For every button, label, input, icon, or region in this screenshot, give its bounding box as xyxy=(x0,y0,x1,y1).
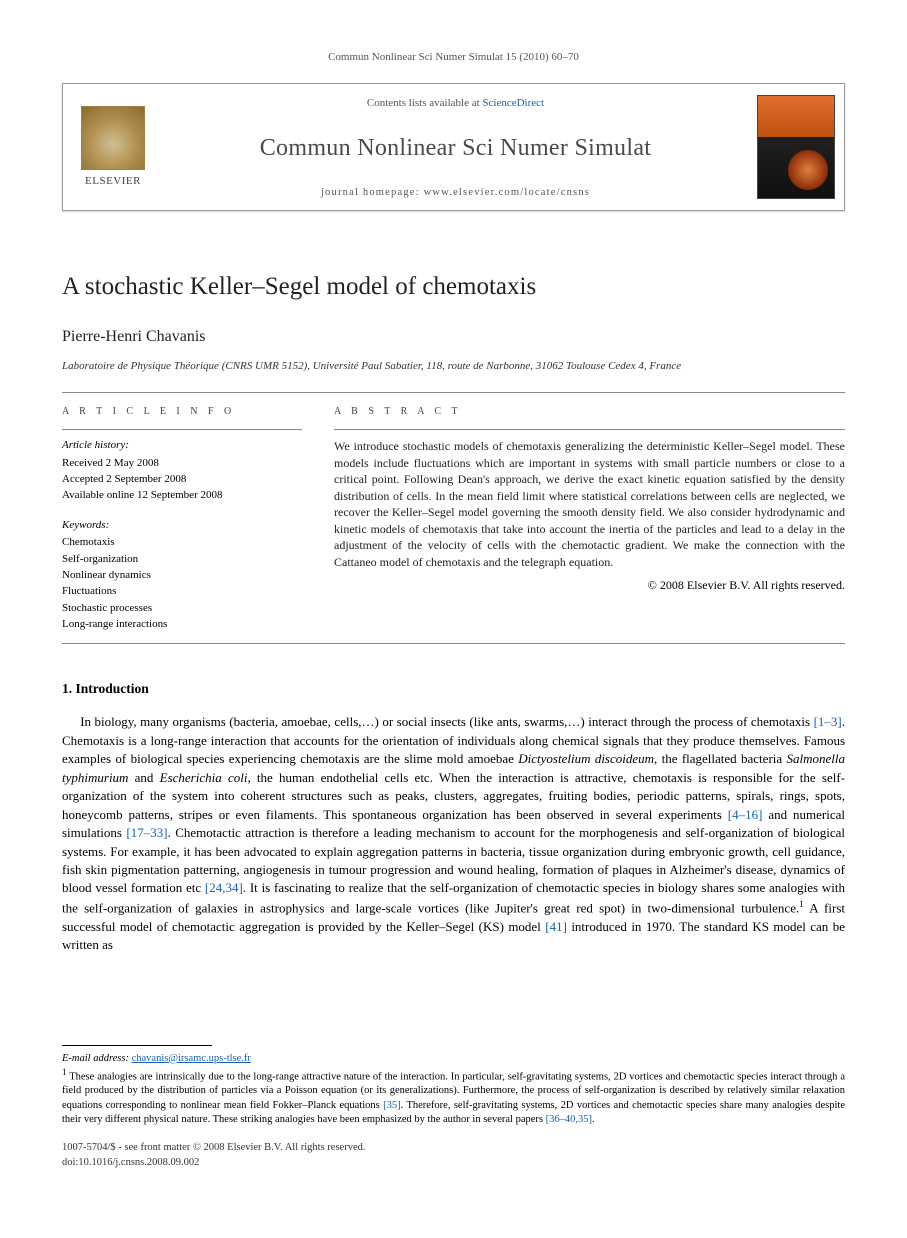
keyword: Fluctuations xyxy=(62,584,302,599)
article-info-label: A R T I C L E I N F O xyxy=(62,405,302,419)
author-name: Pierre-Henri Chavanis xyxy=(62,326,845,348)
keywords-head: Keywords: xyxy=(62,518,302,533)
footnote-1: 1 These analogies are intrinsically due … xyxy=(62,1066,845,1127)
footnote-email: E-mail address: chavanis@irsamc.ups-tlse… xyxy=(62,1052,845,1066)
introduction-section: 1. Introduction In biology, many organis… xyxy=(62,680,845,954)
article-page: Commun Nonlinear Sci Numer Simulat 15 (2… xyxy=(0,0,907,1210)
rule-info xyxy=(62,429,302,430)
species-name: Escherichia coli xyxy=(160,770,248,785)
history-online: Available online 12 September 2008 xyxy=(62,488,302,503)
journal-cover-icon xyxy=(757,95,835,199)
text: and xyxy=(128,770,159,785)
species-name: Dictyostelium discoideum xyxy=(518,751,654,766)
text: . xyxy=(592,1114,595,1125)
history-accepted: Accepted 2 September 2008 xyxy=(62,472,302,487)
abstract-column: A B S T R A C T We introduce stochastic … xyxy=(334,405,845,633)
intro-paragraph: In biology, many organisms (bacteria, am… xyxy=(62,713,845,954)
keyword: Self-organization xyxy=(62,552,302,567)
citation-link[interactable]: [41] xyxy=(545,919,567,934)
keyword: Long-range interactions xyxy=(62,617,302,632)
email-label: E-mail address: xyxy=(62,1053,132,1064)
abstract-label: A B S T R A C T xyxy=(334,405,845,419)
history-received: Received 2 May 2008 xyxy=(62,456,302,471)
citation-link[interactable]: [1–3] xyxy=(814,714,842,729)
running-header: Commun Nonlinear Sci Numer Simulat 15 (2… xyxy=(62,50,845,65)
abstract-text: We introduce stochastic models of chemot… xyxy=(334,438,845,570)
keyword: Nonlinear dynamics xyxy=(62,568,302,583)
journal-banner: ELSEVIER Contents lists available at Sci… xyxy=(62,83,845,211)
abstract-copyright: © 2008 Elsevier B.V. All rights reserved… xyxy=(334,577,845,594)
meta-columns: A R T I C L E I N F O Article history: R… xyxy=(62,393,845,643)
citation-link[interactable]: [36–40,35] xyxy=(546,1114,592,1125)
citation-link[interactable]: [24,34] xyxy=(205,880,243,895)
rule-bottom-meta xyxy=(62,643,845,644)
article-title: A stochastic Keller–Segel model of chemo… xyxy=(62,269,845,304)
elsevier-tree-icon xyxy=(81,106,145,170)
contents-available-line: Contents lists available at ScienceDirec… xyxy=(367,96,544,111)
cover-thumb-block xyxy=(748,84,844,210)
contents-prefix: Contents lists available at xyxy=(367,97,482,109)
text: In biology, many organisms (bacteria, am… xyxy=(80,714,813,729)
journal-name: Commun Nonlinear Sci Numer Simulat xyxy=(260,132,652,166)
journal-homepage: journal homepage: www.elsevier.com/locat… xyxy=(321,186,590,201)
front-matter-line: 1007-5704/$ - see front matter © 2008 El… xyxy=(62,1141,845,1156)
front-matter-footer: 1007-5704/$ - see front matter © 2008 El… xyxy=(62,1141,845,1170)
publisher-name: ELSEVIER xyxy=(85,174,141,189)
citation-link[interactable]: [17–33] xyxy=(126,825,167,840)
section-heading: 1. Introduction xyxy=(62,680,845,699)
doi-line: doi:10.1016/j.cnsns.2008.09.002 xyxy=(62,1156,845,1171)
rule-abstract xyxy=(334,429,845,430)
article-info-column: A R T I C L E I N F O Article history: R… xyxy=(62,405,302,633)
keyword: Chemotaxis xyxy=(62,535,302,550)
sciencedirect-link[interactable]: ScienceDirect xyxy=(482,97,544,109)
citation-link[interactable]: [35] xyxy=(383,1100,401,1111)
citation-link[interactable]: [4–16] xyxy=(728,807,763,822)
footnote-separator xyxy=(62,1045,212,1046)
author-email-link[interactable]: chavanis@irsamc.ups-tlse.fr xyxy=(132,1053,251,1064)
history-head: Article history: xyxy=(62,438,302,453)
text: , the flagellated bacteria xyxy=(654,751,786,766)
keyword: Stochastic processes xyxy=(62,601,302,616)
banner-center: Contents lists available at ScienceDirec… xyxy=(163,84,748,210)
publisher-logo-block: ELSEVIER xyxy=(63,84,163,210)
author-affiliation: Laboratoire de Physique Théorique (CNRS … xyxy=(62,359,845,374)
